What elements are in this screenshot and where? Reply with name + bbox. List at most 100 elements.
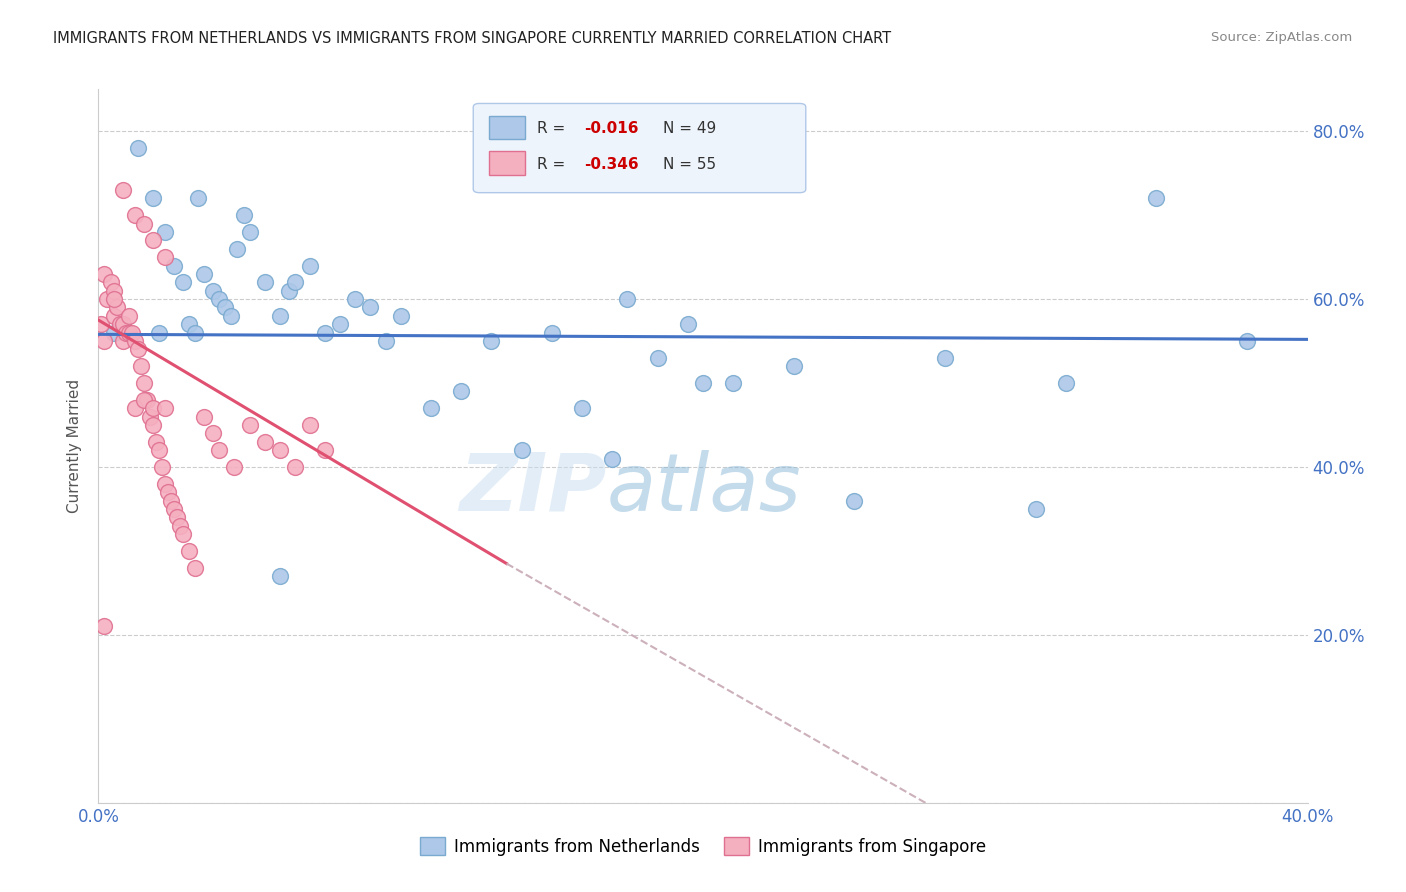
Point [172,275,194,289]
Point [114,326,136,340]
Point [202,284,225,298]
Point [132,376,155,390]
Point [420,401,443,416]
Point [153,250,176,264]
Point [172,527,194,541]
Point [239,225,262,239]
Point [132,217,155,231]
Point [571,401,593,416]
Point [129,359,152,374]
Point [676,318,699,332]
Point [692,376,714,390]
Point [934,351,956,365]
Point [118,309,141,323]
Point [148,443,170,458]
Point [142,401,165,416]
Point [111,318,134,332]
Point [108,318,131,332]
Point [269,309,291,323]
Point [284,460,307,475]
Point [374,334,396,348]
Text: N = 55: N = 55 [664,157,716,172]
Point [160,493,183,508]
Text: R =: R = [537,121,571,136]
Point [647,351,669,365]
Point [163,259,186,273]
Point [90,318,112,332]
Point [1236,334,1258,348]
Point [103,326,125,340]
Point [96,292,118,306]
Point [124,401,146,416]
Point [540,326,562,340]
Point [153,476,176,491]
Text: R =: R = [537,157,571,172]
Point [277,284,299,298]
Point [142,417,165,432]
Point [166,510,188,524]
Point [360,301,382,315]
Point [93,619,115,633]
Point [844,493,866,508]
Text: Source: ZipAtlas.com: Source: ZipAtlas.com [1212,31,1353,45]
Point [314,443,336,458]
Point [153,401,176,416]
Point [93,267,115,281]
Point [510,443,533,458]
Point [153,225,176,239]
Point [269,443,291,458]
Point [389,309,412,323]
Point [127,141,149,155]
Point [232,208,254,222]
Point [105,301,128,315]
Point [253,275,276,289]
Point [103,284,125,298]
Point [100,275,122,289]
Point [1024,502,1046,516]
Point [481,334,503,348]
Point [163,502,186,516]
Point [783,359,806,374]
Point [132,392,155,407]
Text: -0.016: -0.016 [585,121,638,136]
Point [148,326,170,340]
Point [179,544,201,558]
Point [224,460,246,475]
Point [602,451,624,466]
Point [139,409,162,424]
Point [184,326,207,340]
Point [103,292,125,306]
Point [142,191,165,205]
Point [1144,191,1167,205]
Point [239,417,262,432]
Text: ZIP: ZIP [458,450,606,528]
Point [93,334,115,348]
Point [616,292,638,306]
Point [723,376,745,390]
Point [208,443,231,458]
Point [329,318,352,332]
Point [193,267,215,281]
Point [169,518,191,533]
Point [226,242,249,256]
Point [103,309,125,323]
Text: IMMIGRANTS FROM NETHERLANDS VS IMMIGRANTS FROM SINGAPORE CURRENTLY MARRIED CORRE: IMMIGRANTS FROM NETHERLANDS VS IMMIGRANT… [53,31,891,46]
Point [142,233,165,247]
Point [314,326,336,340]
Point [135,392,157,407]
Point [184,560,207,574]
Point [187,191,209,205]
Point [299,417,322,432]
Point [253,434,276,449]
Text: -0.346: -0.346 [585,157,640,172]
Point [344,292,367,306]
Text: N = 49: N = 49 [664,121,716,136]
Bar [489,116,526,139]
Y-axis label: Currently Married: Currently Married [67,379,83,513]
FancyBboxPatch shape [474,103,806,193]
Point [124,334,146,348]
Point [111,183,134,197]
Point [221,309,243,323]
Bar [489,152,526,175]
Point [208,292,231,306]
